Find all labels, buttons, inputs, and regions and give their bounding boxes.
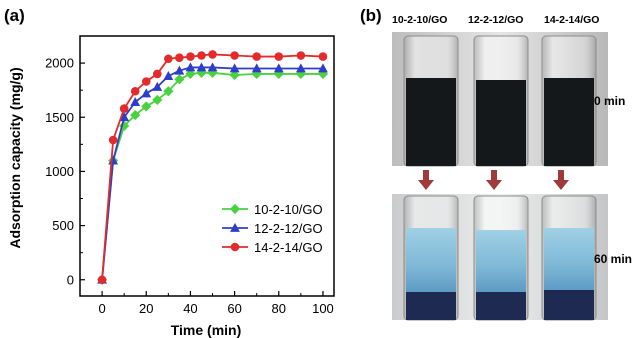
data-point: [119, 112, 130, 122]
tube-bottom-2: [473, 195, 529, 321]
data-point: [185, 68, 196, 80]
data-point: [141, 101, 152, 112]
data-point: [186, 52, 195, 61]
y-tick-label: 1500: [45, 110, 74, 125]
data-point: [174, 65, 185, 75]
data-point: [130, 109, 141, 121]
legend-item: 10-2-10/GO: [222, 202, 323, 217]
x-tick-label: 40: [183, 301, 197, 316]
data-point: [164, 54, 173, 64]
data-point: [318, 63, 328, 73]
photo-panel: 10-2-10/GO 12-2-12/GO 14-2-14/GO: [360, 0, 638, 338]
series-line: [101, 53, 324, 280]
chart-series: [96, 50, 329, 285]
legend-marker: [230, 242, 240, 252]
data-point: [163, 86, 174, 97]
data-point: [229, 69, 240, 81]
data-point: [197, 51, 206, 60]
legend-item: 12-2-12/GO: [222, 221, 323, 236]
data-point: [273, 63, 284, 73]
x-tick-label: 20: [139, 301, 153, 316]
data-point: [196, 62, 207, 72]
arrow-icon: [418, 170, 569, 190]
y-tick-label: 1000: [45, 164, 74, 179]
tube-top-1: [403, 35, 459, 167]
data-point: [318, 52, 328, 61]
data-point: [152, 81, 163, 91]
data-point: [208, 50, 217, 59]
data-point: [251, 63, 262, 73]
legend-label: 12-2-12/GO: [254, 221, 323, 236]
x-tick-label: 100: [312, 301, 334, 316]
time-label-60min: 60 min: [594, 252, 633, 266]
y-tick-label: 0: [67, 272, 74, 287]
data-point: [152, 94, 163, 106]
y-tick-label: 500: [52, 218, 74, 233]
panel-a-label: (a): [4, 6, 25, 25]
tube-bottom-3: [541, 195, 597, 321]
data-point: [153, 69, 162, 79]
data-point: [163, 70, 174, 80]
photo-0min: [392, 32, 608, 167]
data-point: [252, 52, 261, 61]
y-axis-label: Adsorption capacity (mg/g): [7, 67, 23, 248]
legend-item: 14-2-14/GO: [222, 240, 323, 255]
legend-label: 10-2-10/GO: [254, 202, 323, 217]
data-point: [207, 62, 218, 72]
y-tick-label: 2000: [45, 56, 74, 71]
legend-marker: [230, 222, 240, 232]
legend-label: 14-2-14/GO: [254, 240, 323, 255]
tube-bottom-1: [403, 195, 459, 321]
x-tick-label: 80: [272, 301, 286, 316]
panel-b-label: (b): [360, 6, 382, 25]
chart-legend: 10-2-10/GO 12-2-12/GO 14-2-14/GO: [222, 202, 323, 255]
series-line: [101, 71, 323, 280]
series-12-2-12/GO: [97, 62, 328, 284]
data-point: [108, 135, 118, 145]
tube-top-3: [541, 35, 597, 167]
data-point: [229, 63, 240, 73]
tube-label-3: 14-2-14/GO: [544, 14, 600, 26]
data-point: [130, 96, 141, 106]
data-point: [175, 53, 184, 62]
x-tick-label: 0: [98, 301, 105, 316]
x-tick-label: 60: [227, 301, 241, 316]
data-point: [230, 51, 239, 60]
data-point: [141, 77, 151, 86]
tube-label-1: 10-2-10/GO: [392, 14, 448, 26]
time-label-0min: 0 min: [594, 94, 626, 108]
data-point: [141, 88, 152, 98]
data-point: [185, 62, 196, 72]
data-point: [295, 63, 306, 73]
data-point: [119, 104, 129, 113]
series-line: [101, 66, 323, 280]
photo-60min: [392, 194, 608, 321]
data-point: [174, 74, 185, 85]
data-point: [296, 51, 306, 60]
x-axis-label: Time (min): [171, 322, 242, 338]
series-14-2-14/GO: [97, 50, 328, 285]
tube-label-2: 12-2-12/GO: [468, 14, 524, 26]
legend-marker: [229, 203, 241, 215]
plot-frame: [79, 35, 335, 297]
data-point: [130, 86, 140, 96]
data-point: [274, 52, 284, 61]
data-point: [97, 275, 107, 285]
tube-top-2: [473, 35, 529, 167]
